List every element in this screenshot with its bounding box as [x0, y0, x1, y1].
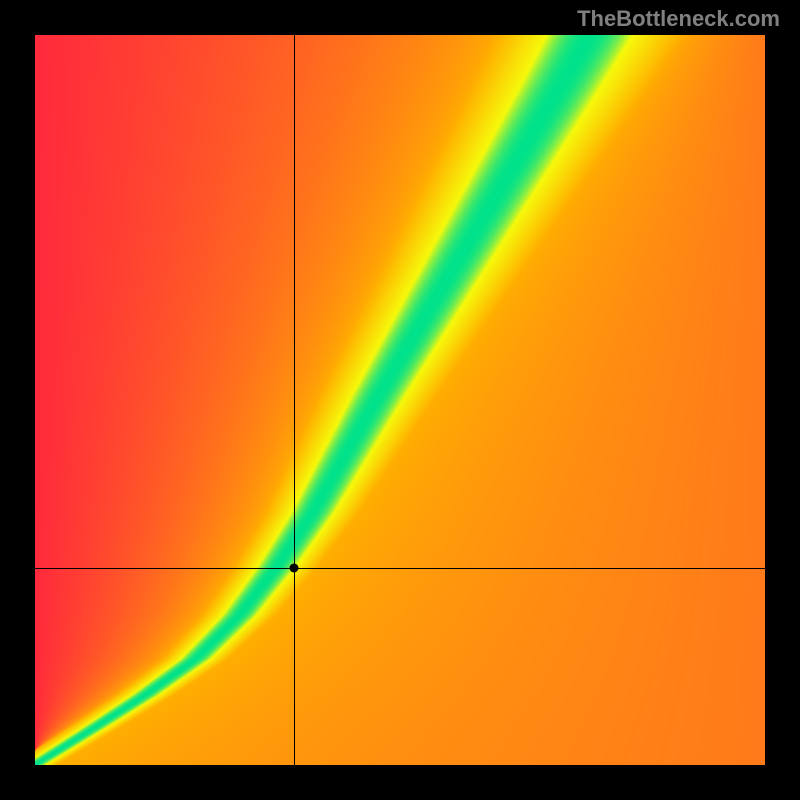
heatmap-plot — [35, 35, 765, 765]
crosshair-horizontal — [35, 568, 765, 569]
crosshair-vertical — [294, 35, 295, 765]
heatmap-canvas — [35, 35, 765, 765]
crosshair-dot — [290, 563, 299, 572]
watermark-text: TheBottleneck.com — [577, 6, 780, 32]
